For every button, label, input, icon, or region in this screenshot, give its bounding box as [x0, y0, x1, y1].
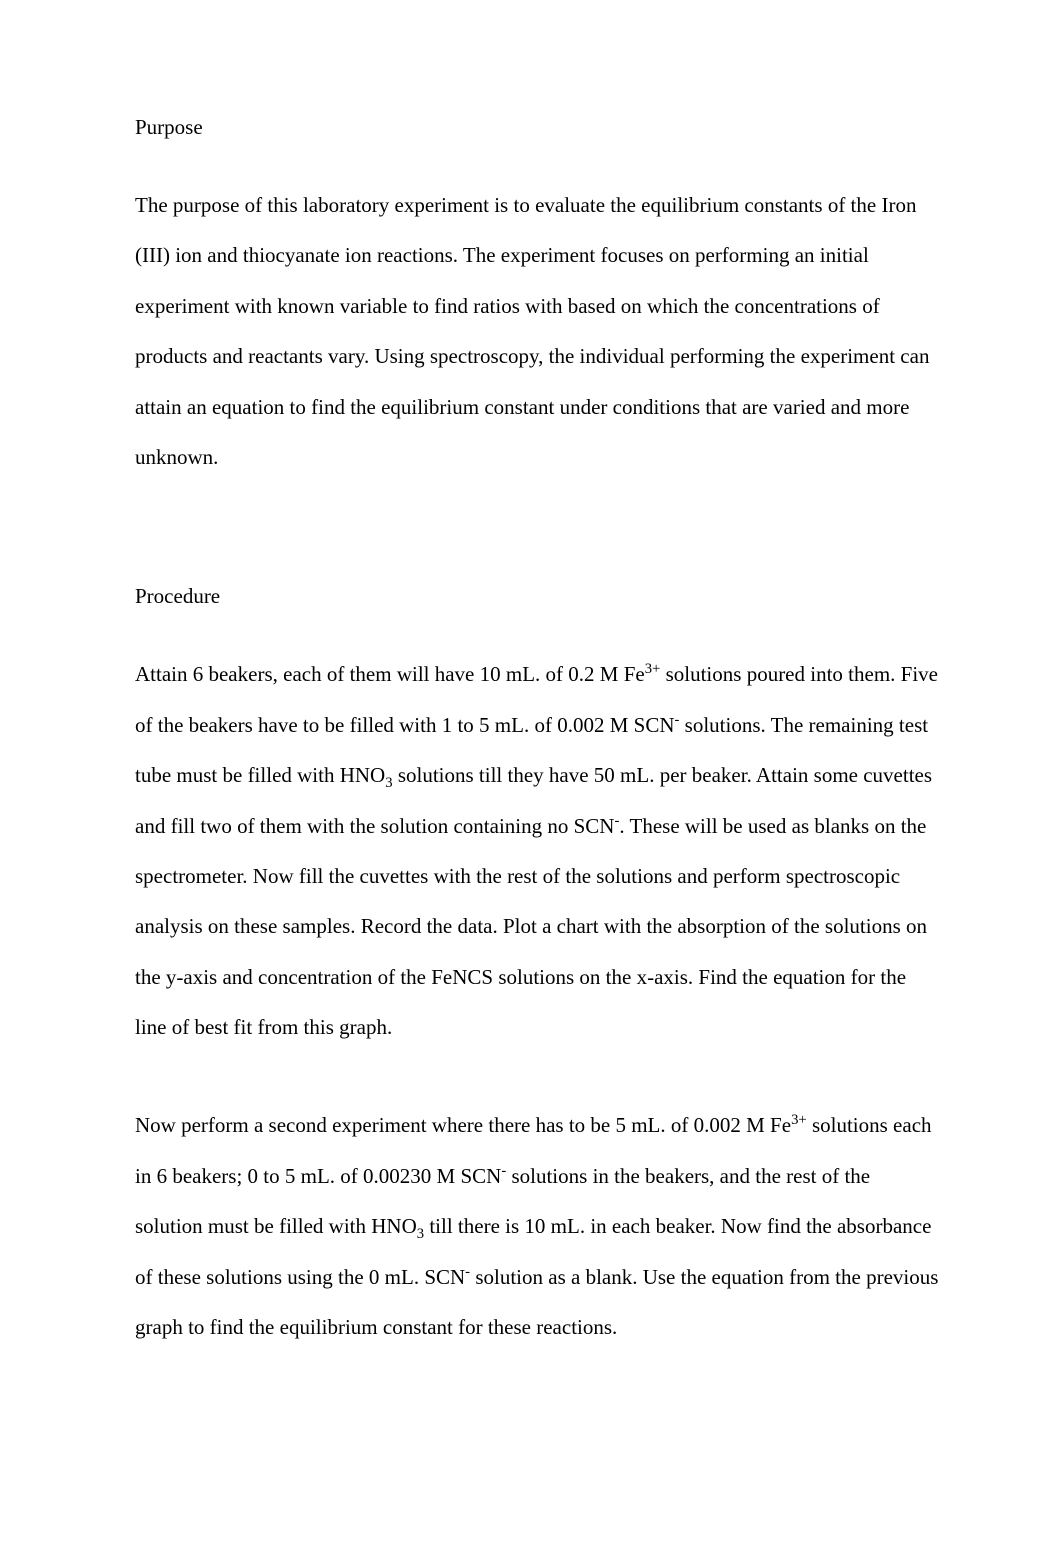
procedure-heading: Procedure	[135, 584, 942, 609]
text-run: . These will be used as blanks on the sp…	[135, 814, 927, 1040]
text-run: Attain 6 beakers, each of them will have…	[135, 662, 645, 686]
purpose-heading: Purpose	[135, 115, 942, 140]
procedure-paragraph-2: Now perform a second experiment where th…	[135, 1100, 942, 1352]
subscript: 3	[417, 1226, 424, 1242]
superscript: 3+	[791, 1112, 807, 1128]
superscript: 3+	[645, 661, 661, 677]
purpose-body: The purpose of this laboratory experimen…	[135, 180, 942, 482]
subscript: 3	[385, 775, 392, 791]
text-run: Now perform a second experiment where th…	[135, 1113, 791, 1137]
procedure-paragraph-1: Attain 6 beakers, each of them will have…	[135, 649, 942, 1052]
